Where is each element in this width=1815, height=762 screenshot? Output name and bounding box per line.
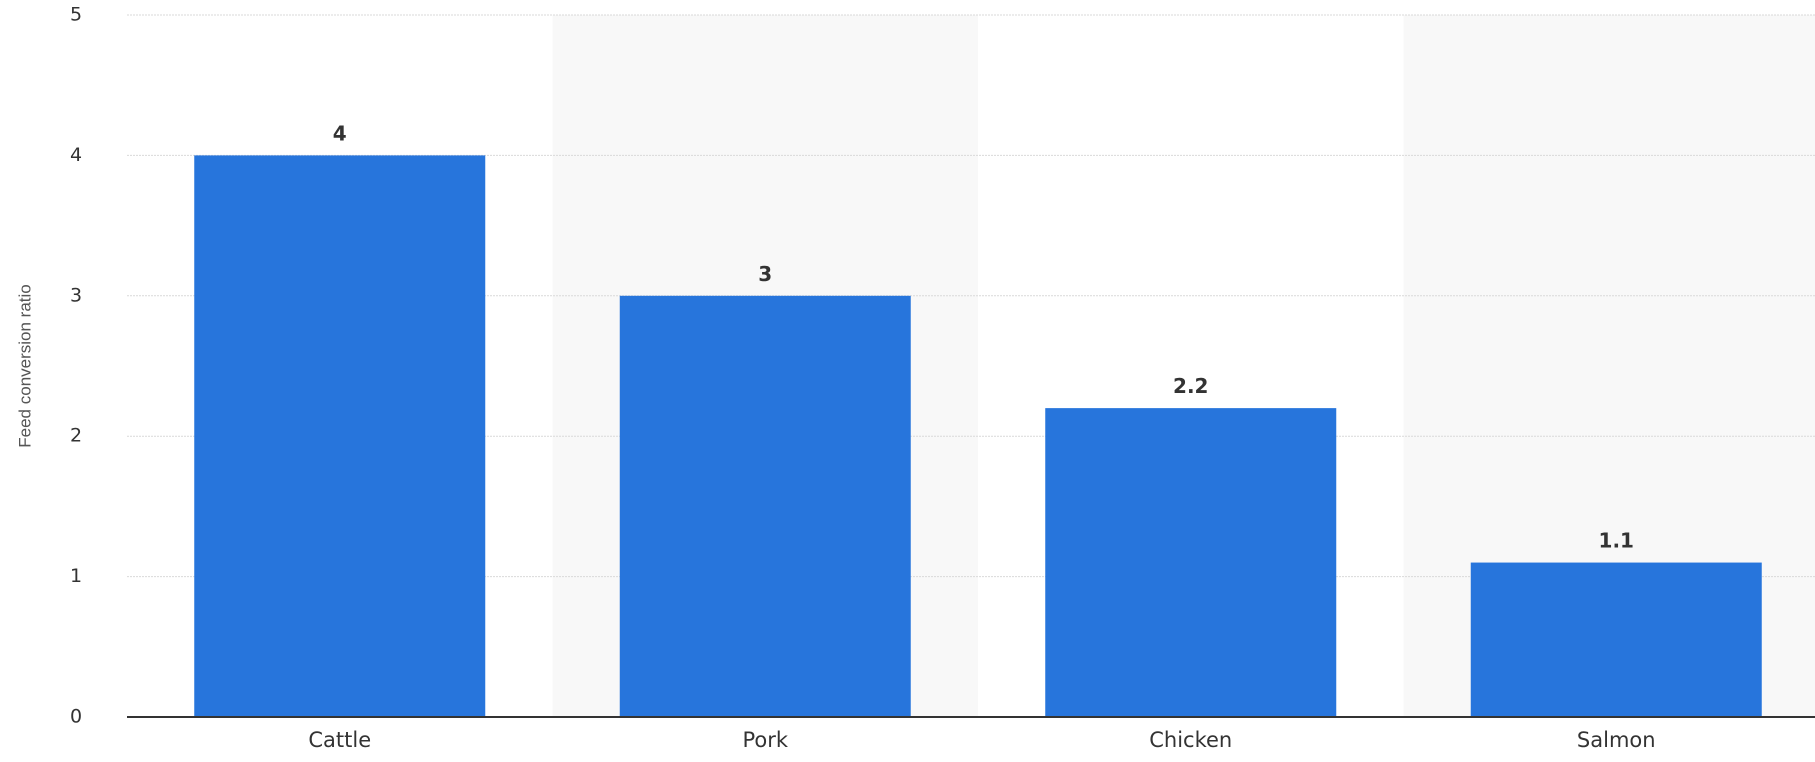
bar[interactable]: [1045, 408, 1337, 717]
gridlines: [127, 14, 1815, 578]
data-label: 3: [758, 262, 772, 286]
y-tick-label: 1: [70, 565, 82, 587]
x-tick-label: Salmon: [1577, 728, 1656, 752]
x-tick-labels: Cattle Pork Chicken Salmon: [308, 728, 1655, 752]
y-tick-label: 0: [70, 706, 82, 728]
data-labels: 4 3 2.2 1.1: [333, 121, 1634, 552]
y-tick-label: 3: [70, 284, 82, 306]
bars: [194, 155, 1762, 717]
bar[interactable]: [1470, 562, 1762, 717]
bar[interactable]: [619, 295, 911, 717]
y-tick-labels: 0 1 2 3 4 5: [70, 4, 82, 728]
bar[interactable]: [194, 155, 486, 717]
x-tick-label: Pork: [742, 728, 788, 752]
y-tick-label: 2: [70, 425, 82, 447]
data-label: 1.1: [1599, 529, 1634, 553]
y-axis-title: Feed conversion ratio: [15, 284, 34, 447]
y-tick-label: 4: [70, 144, 82, 166]
x-tick-label: Chicken: [1149, 728, 1232, 752]
y-tick-label: 5: [70, 4, 82, 26]
x-tick-label: Cattle: [308, 728, 371, 752]
data-label: 2.2: [1173, 374, 1208, 398]
data-label: 4: [333, 121, 347, 145]
